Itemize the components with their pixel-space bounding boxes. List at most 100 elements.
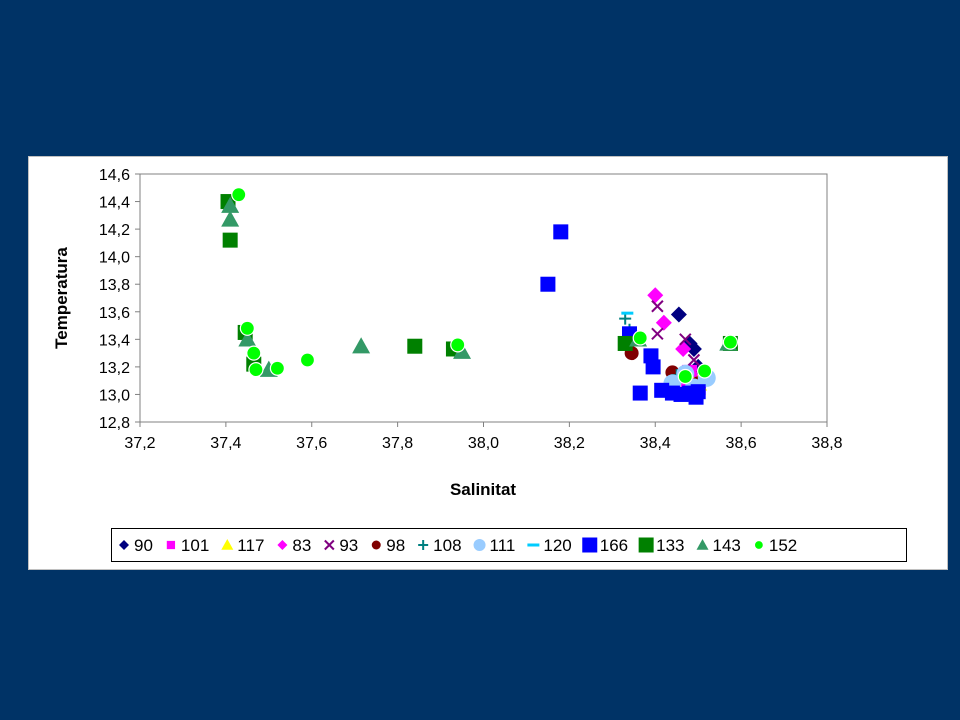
point-series-83 bbox=[655, 314, 672, 331]
legend-marker bbox=[221, 539, 234, 550]
point-series-143 bbox=[221, 196, 240, 213]
point-series-143 bbox=[238, 330, 257, 347]
chart-legend: 90 101 117 83 93 98 108 111 120 166 133 143 152 bbox=[111, 528, 907, 562]
legend-label: 120 bbox=[543, 536, 571, 555]
x-tick-label: 38,4 bbox=[640, 435, 671, 452]
legend-item-83: 83 bbox=[277, 536, 311, 555]
point-series-90 bbox=[670, 306, 687, 323]
chart-panel: 37,2 37,4 37,6 37,8 38,0 38,2 38,4 38,6 38,8 12,… bbox=[28, 156, 948, 570]
legend-label: 83 bbox=[292, 536, 311, 555]
data-points bbox=[220, 187, 738, 405]
point-series-133 bbox=[407, 338, 423, 354]
legend-item-166: 166 bbox=[582, 536, 628, 555]
point-series-83 bbox=[647, 287, 664, 304]
legend-label: 108 bbox=[433, 536, 461, 555]
y-tick-label: 13,6 bbox=[99, 305, 130, 322]
point-series-93 bbox=[651, 300, 664, 313]
y-tick-label: 13,0 bbox=[99, 387, 130, 404]
legend-label: 152 bbox=[769, 536, 797, 555]
y-axis-title: Temperatura bbox=[52, 247, 71, 349]
y-tick-label: 13,2 bbox=[99, 360, 130, 377]
y-tick-label: 14,4 bbox=[99, 195, 130, 212]
point-series-133 bbox=[617, 335, 633, 351]
legend-marker bbox=[753, 539, 764, 551]
legend-item-93: 93 bbox=[324, 536, 358, 555]
x-tick-label: 38,2 bbox=[554, 435, 585, 452]
legend-item-101: 101 bbox=[166, 536, 209, 555]
legend-marker bbox=[371, 540, 381, 550]
x-tick-label: 38,8 bbox=[811, 435, 842, 452]
legend-item-90: 90 bbox=[119, 536, 153, 555]
point-series-108 bbox=[619, 312, 632, 325]
legend-item-120: 120 bbox=[527, 536, 572, 555]
legend-label: 90 bbox=[134, 536, 153, 555]
legend-marker bbox=[638, 537, 654, 553]
y-axis-ticks: 12,8 13,0 13,2 13,4 13,6 13,8 14,0 14,2 14,4 14,6 bbox=[99, 167, 140, 432]
x-tick-label: 37,4 bbox=[210, 435, 241, 452]
scatter-chart: 37,2 37,4 37,6 37,8 38,0 38,2 38,4 38,6 38,8 12,… bbox=[52, 167, 843, 499]
x-tick-label: 37,2 bbox=[124, 435, 155, 452]
x-axis-ticks: 37,2 37,4 37,6 37,8 38,0 38,2 38,4 38,6 38,8 bbox=[124, 422, 843, 452]
legend-marker bbox=[277, 540, 288, 550]
legend-label: 166 bbox=[600, 536, 628, 555]
point-series-152 bbox=[697, 363, 713, 379]
plot-area bbox=[139, 173, 828, 423]
series-152 bbox=[231, 187, 738, 385]
y-tick-label: 13,8 bbox=[99, 277, 130, 294]
legend-marker bbox=[418, 540, 429, 550]
legend-item-143: 143 bbox=[696, 536, 741, 555]
y-tick-label: 14,0 bbox=[99, 250, 130, 267]
legend-item-108: 108 bbox=[418, 536, 462, 555]
y-tick-label: 14,6 bbox=[99, 167, 130, 184]
x-axis-title: Salinitat bbox=[450, 480, 516, 499]
point-series-152 bbox=[450, 337, 466, 353]
legend-marker bbox=[324, 539, 335, 551]
point-series-166 bbox=[553, 224, 569, 240]
point-series-93 bbox=[651, 327, 664, 341]
legend-label: 143 bbox=[713, 536, 741, 555]
point-series-83 bbox=[675, 340, 692, 357]
legend-marker bbox=[582, 537, 598, 553]
point-series-166 bbox=[632, 385, 648, 401]
point-series-152 bbox=[269, 360, 285, 376]
point-series-152 bbox=[677, 368, 693, 385]
point-series-152 bbox=[632, 330, 648, 346]
x-tick-label: 38,0 bbox=[468, 435, 499, 452]
legend-items: 90 101 117 83 93 98 108 111 120 166 133 143 152 bbox=[119, 536, 797, 555]
x-tick-label: 38,6 bbox=[726, 435, 757, 452]
point-series-143 bbox=[221, 210, 240, 227]
point-series-152 bbox=[248, 362, 264, 378]
legend-item-98: 98 bbox=[371, 536, 405, 555]
legend-item-152: 152 bbox=[753, 536, 797, 555]
legend-item-133: 133 bbox=[638, 536, 685, 555]
legend-item-117: 117 bbox=[221, 536, 264, 555]
legend-marker bbox=[166, 540, 176, 550]
point-series-133 bbox=[222, 232, 238, 248]
legend-label: 101 bbox=[181, 536, 209, 555]
legend-label: 117 bbox=[237, 536, 264, 555]
legend-item-111: 111 bbox=[473, 536, 516, 555]
legend-marker bbox=[696, 539, 709, 550]
legend-marker bbox=[119, 540, 129, 550]
point-series-93 bbox=[687, 353, 701, 367]
y-tick-label: 14,2 bbox=[99, 222, 130, 239]
series-166 bbox=[540, 224, 706, 405]
x-tick-label: 37,6 bbox=[296, 435, 327, 452]
point-series-166 bbox=[688, 389, 704, 405]
point-series-152 bbox=[239, 320, 255, 336]
point-series-152 bbox=[246, 345, 262, 361]
legend-label: 111 bbox=[490, 536, 516, 555]
point-series-152 bbox=[231, 187, 247, 203]
point-series-166 bbox=[540, 276, 556, 292]
y-tick-label: 13,4 bbox=[99, 332, 130, 349]
point-series-152 bbox=[722, 334, 738, 350]
point-series-93 bbox=[679, 333, 692, 346]
legend-label: 133 bbox=[656, 536, 684, 555]
y-tick-label: 12,8 bbox=[99, 415, 130, 432]
point-series-166 bbox=[645, 359, 661, 375]
legend-marker bbox=[473, 539, 486, 551]
x-tick-label: 37,8 bbox=[382, 435, 413, 452]
legend-label: 93 bbox=[339, 536, 358, 555]
point-series-143 bbox=[352, 337, 371, 354]
point-series-152 bbox=[299, 352, 316, 368]
